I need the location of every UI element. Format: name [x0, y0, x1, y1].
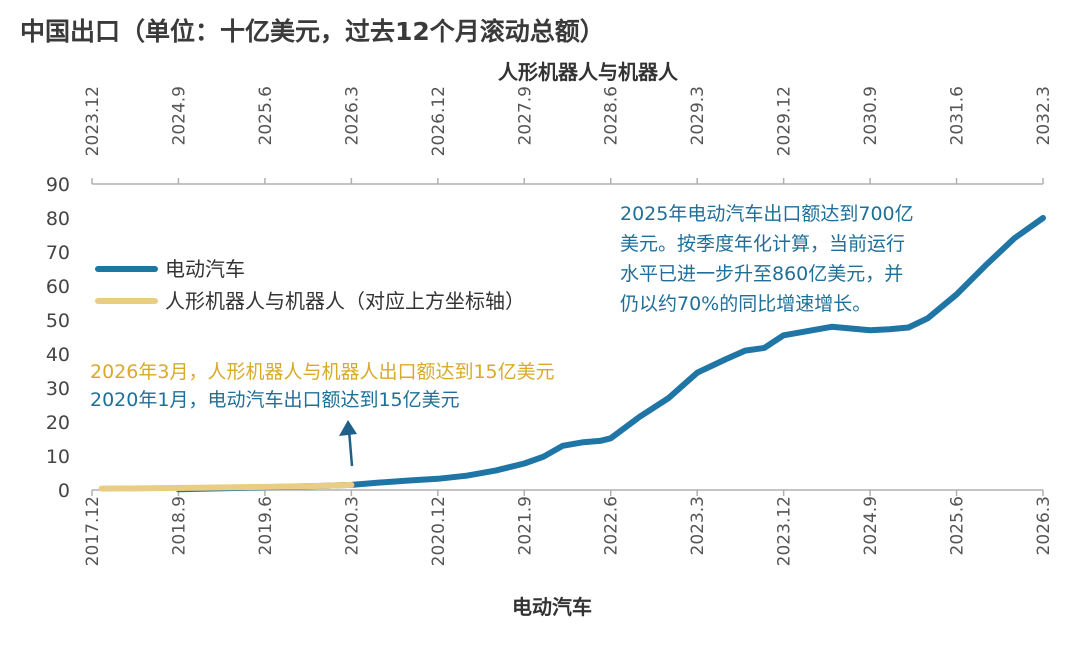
y-tick-label: 60 [46, 276, 70, 298]
annotation-ev-2025: 2025年电动汽车出口额达到700亿美元。按季度年化计算，当前运行水平已进一步升… [620, 203, 914, 315]
top-tick-label: 2023.12 [83, 86, 103, 156]
top-tick-label: 2026.12 [429, 86, 449, 156]
annotation-arrow [339, 420, 357, 467]
y-tick-label: 70 [46, 242, 70, 264]
x-axis-title: 电动汽车 [512, 595, 592, 619]
annotation-ev-2025-line: 2025年电动汽车出口额达到700亿 [620, 203, 914, 225]
top-tick-label: 2032.3 [1034, 86, 1054, 145]
y-tick-label: 40 [46, 344, 70, 366]
annotation-ev-2025-line: 水平已进一步升至860亿美元，并 [620, 263, 903, 285]
annotations: 2026年3月，人形机器人与机器人出口额达到15亿美元 2020年1月，电动汽车… [90, 203, 914, 467]
y-tick-label: 90 [46, 174, 70, 196]
x-tick-label: 2018.9 [169, 496, 189, 555]
legend-label-robot: 人形机器人与机器人（对应上方坐标轴） [165, 289, 525, 313]
y-tick-label: 80 [46, 208, 70, 230]
series-group [98, 215, 1046, 493]
annotation-ev-2025-line: 仍以约70%的同比增速增长。 [620, 293, 871, 315]
series-line-robot [98, 481, 355, 492]
chart-title: 中国出口（单位：十亿美元，过去12个月滚动总额） [20, 17, 605, 46]
x-tick-label: 2017.12 [83, 496, 103, 566]
x-tick-label: 2021.9 [515, 496, 535, 555]
top-tick-label: 2029.12 [775, 86, 795, 156]
top-tick-label: 2028.6 [602, 86, 622, 145]
y-tick-label: 50 [46, 310, 70, 332]
x-tick-label: 2022.6 [602, 496, 622, 555]
y-tick-label: 0 [58, 480, 70, 502]
legend-label-ev: 电动汽车 [165, 257, 245, 281]
x-tick-label: 2019.6 [256, 496, 276, 555]
y-tick-label: 20 [46, 412, 70, 434]
x-tick-label: 2026.3 [1034, 496, 1054, 555]
annotation-robot: 2026年3月，人形机器人与机器人出口额达到15亿美元 [90, 361, 555, 383]
y-tick-label: 30 [46, 378, 70, 400]
x-tick-label: 2020.3 [342, 496, 362, 555]
top-tick-label: 2027.9 [515, 86, 535, 145]
annotation-ev-2020: 2020年1月，电动汽车出口额达到15亿美元 [90, 389, 460, 411]
top-tick-label: 2024.9 [169, 86, 189, 145]
x-tick-label: 2020.12 [429, 496, 449, 566]
x-tick-label: 2025.6 [948, 496, 968, 555]
top-tick-label: 2026.3 [342, 86, 362, 145]
top-tick-label: 2029.3 [688, 86, 708, 145]
axes-group: 0 10 20 30 40 50 60 70 80 90 2017.12 2018.9 2019.6 20… [46, 60, 1054, 619]
series-line-ev [175, 215, 1046, 493]
annotation-ev-2025-line: 美元。按季度年化计算，当前运行 [620, 233, 905, 255]
top-tick-label: 2030.9 [861, 86, 881, 145]
x-tick-label: 2024.9 [861, 496, 881, 555]
x-tick-label: 2023.12 [775, 496, 795, 566]
x-tick-label: 2023.3 [688, 496, 708, 555]
top-tick-label: 2025.6 [256, 86, 276, 145]
top-tick-label: 2031.6 [948, 86, 968, 145]
top-axis-title: 人形机器人与机器人 [498, 60, 679, 84]
y-tick-label: 10 [46, 446, 70, 468]
legend: 电动汽车 人形机器人与机器人（对应上方坐标轴） [95, 257, 525, 313]
